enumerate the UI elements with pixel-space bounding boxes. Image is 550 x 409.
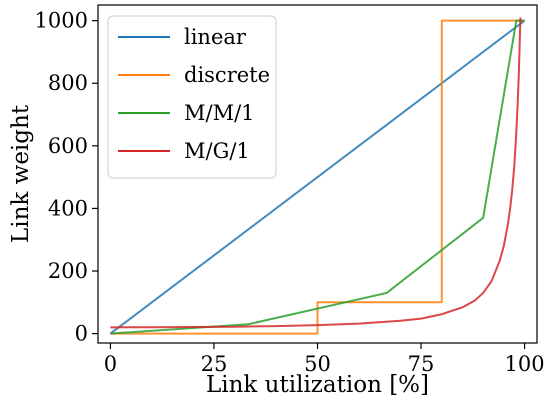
- series-line-1: [110, 19, 525, 335]
- y-tick-label-0: 0: [75, 322, 88, 346]
- legend-box: [107, 15, 277, 179]
- x-axis-label: Link utilization [%]: [206, 372, 429, 398]
- series-line-2: [110, 19, 525, 335]
- y-axis: 0 200 400 600 800 1000: [35, 9, 98, 346]
- legend: linear discrete M/M/1 M/G/1: [107, 15, 277, 179]
- plot-series: [109, 17, 526, 335]
- legend-label-3: M/G/1: [184, 139, 250, 163]
- y-tick-label-4: 800: [48, 71, 88, 95]
- y-tick-label-1: 200: [48, 259, 88, 283]
- legend-label-0: linear: [184, 25, 247, 49]
- legend-label-2: M/M/1: [184, 101, 255, 125]
- legend-label-1: discrete: [184, 63, 270, 87]
- y-tick-label-2: 400: [48, 196, 88, 220]
- x-tick-label-0: 0: [104, 352, 117, 376]
- series-line-0: [109, 19, 526, 335]
- y-tick-label-5: 1000: [35, 9, 88, 33]
- y-axis-label: Link weight: [8, 104, 34, 243]
- x-tick-label-2: 50: [304, 352, 331, 376]
- x-tick-label-3: 75: [408, 352, 435, 376]
- x-axis: 0 25 50 75 100: [104, 343, 545, 376]
- x-tick-label-4: 100: [505, 352, 545, 376]
- series-line-3: [110, 17, 522, 329]
- y-tick-label-3: 600: [48, 134, 88, 158]
- x-tick-label-1: 25: [201, 352, 228, 376]
